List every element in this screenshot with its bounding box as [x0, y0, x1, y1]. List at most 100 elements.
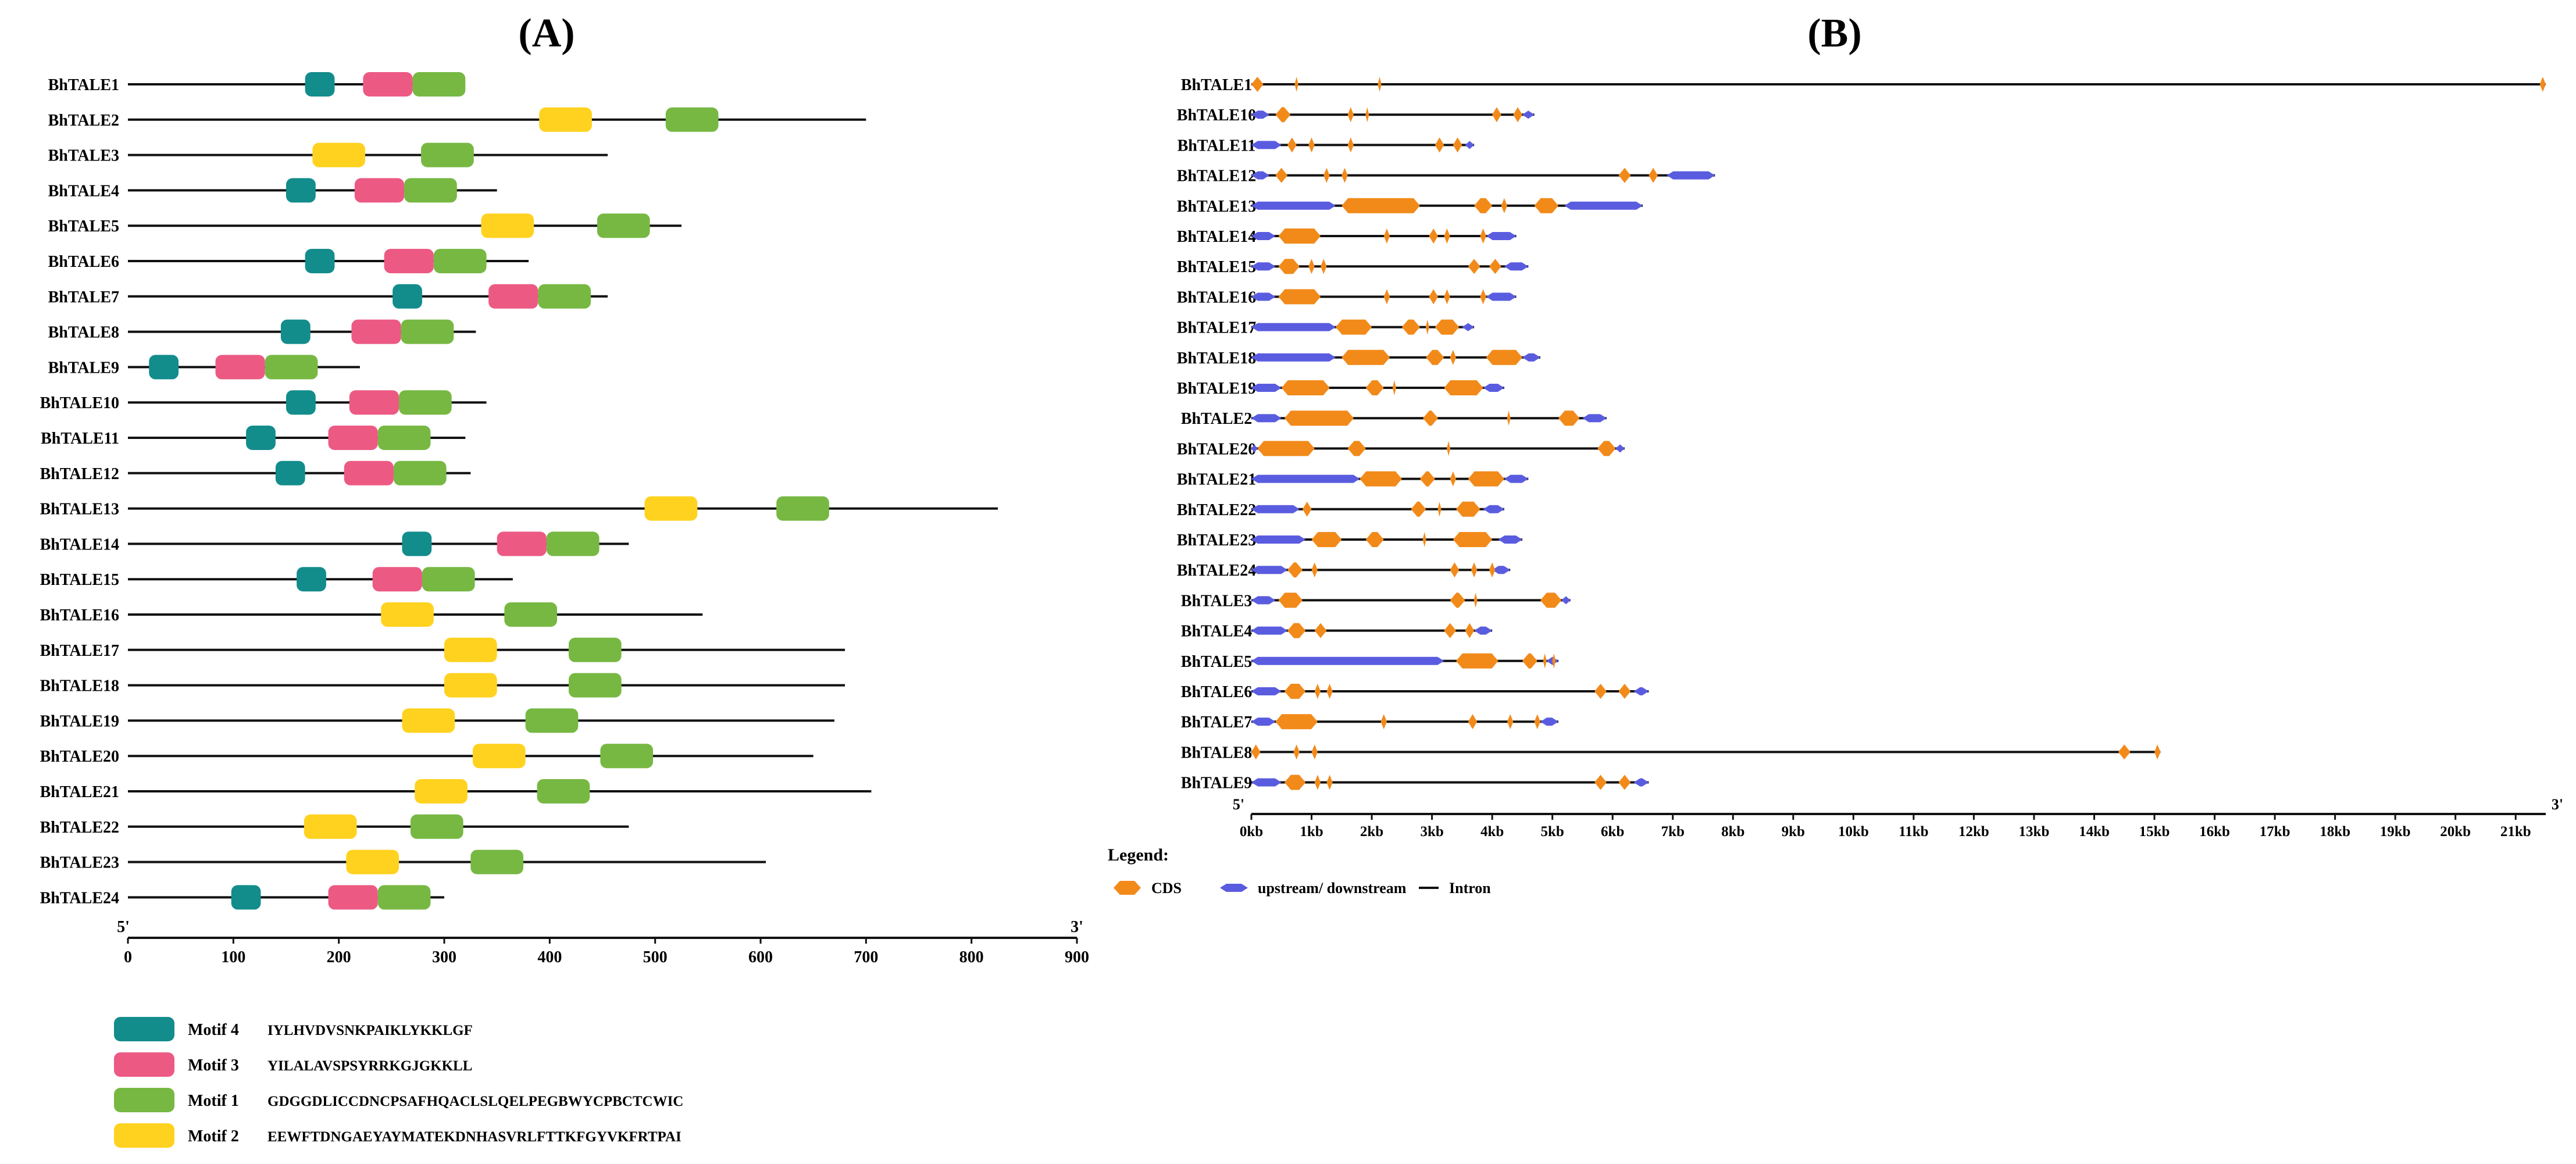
gene-name-label: BhTALE23 [1177, 531, 1256, 549]
cds-exon [1311, 562, 1318, 578]
cds-exon [1411, 501, 1426, 517]
cds-exon [1347, 441, 1366, 456]
gene-structure-row: BhTALE7 [1181, 713, 1559, 731]
gene-name-label: BhTALE8 [48, 324, 119, 342]
cds-exon [1326, 774, 1333, 790]
gene-name-label: BhTALE1 [1181, 76, 1252, 94]
gene-structure-row: BhTALE1 [1181, 76, 2546, 94]
utr-region [1251, 262, 1276, 271]
cds-exon [1453, 532, 1493, 547]
motif-box-m2 [346, 849, 399, 874]
motif-box-m4 [286, 178, 316, 203]
motif-box-m3 [363, 72, 413, 97]
gene-structure-row: BhTALE20 [1177, 440, 1625, 458]
gene-structure-row: BhTALE14 [1177, 228, 1517, 246]
motif-gene-row: BhTALE14 [40, 531, 629, 556]
axis-tick-label: 6kb [1601, 824, 1624, 840]
cds-exon [1314, 774, 1321, 790]
gene-name-label: BhTALE11 [1178, 137, 1256, 155]
utr-region [1633, 687, 1649, 695]
motif-box-m4 [275, 460, 305, 485]
cds-exon [1543, 653, 1547, 669]
panel-b-legend: Legend: CDS upstream/ downstream Intron [1108, 845, 1491, 897]
cds-exon [1294, 77, 1298, 92]
axis-tick-label: 0kb [1240, 824, 1263, 840]
motif-box-m2 [415, 779, 468, 804]
motif-box-m2 [539, 107, 592, 132]
utr-region [1474, 626, 1493, 635]
motif-gene-row: BhTALE5 [48, 213, 682, 238]
gene-structure-row: BhTALE16 [1177, 288, 1517, 306]
gene-name-label: BhTALE14 [1177, 228, 1256, 246]
motif-box-m3 [349, 390, 399, 415]
gene-structure-row: BhTALE21 [1177, 471, 1529, 489]
cds-exon [1314, 623, 1327, 638]
gene-name-label: BhTALE6 [1181, 683, 1252, 701]
motif-box-m2 [381, 602, 434, 627]
utr-region [1251, 626, 1288, 635]
cds-exon [1486, 349, 1522, 365]
motif-box-m2 [444, 673, 497, 698]
gene-structure-row: BhTALE2 [1181, 410, 1607, 428]
cds-exon [1468, 714, 1478, 730]
gene-name-label: BhTALE10 [1177, 106, 1256, 124]
axis-tick-label: 17kb [2260, 824, 2290, 840]
utr-region [1462, 323, 1475, 331]
utr-region [1251, 444, 1258, 453]
cds-exon [1341, 349, 1390, 365]
legend-cds-label: CDS [1151, 880, 1182, 897]
three-prime-label: 3' [2552, 796, 2563, 813]
axis-tick-label: 9kb [1782, 824, 1805, 840]
axis-tick-label: 1kb [1300, 824, 1323, 840]
legend-motif-sequence: IYLHVDVSNKPAIKLYKKLGF [267, 1023, 473, 1038]
gene-structure-row: BhTALE12 [1177, 167, 1715, 185]
gene-name-label: BhTALE1 [48, 76, 119, 94]
gene-name-label: BhTALE18 [1177, 349, 1256, 367]
gene-name-label: BhTALE4 [1181, 623, 1252, 641]
utr-region [1498, 535, 1522, 544]
gene-name-label: BhTALE7 [1181, 713, 1252, 731]
motif-box-m1 [470, 849, 523, 874]
cds-exon [1507, 714, 1514, 730]
gene-name-label: BhTALE5 [1181, 653, 1252, 671]
gene-name-label: BhTALE5 [48, 217, 119, 235]
legend-motif-label: Motif 3 [188, 1056, 239, 1074]
axis-tick-label: 200 [327, 948, 351, 966]
motif-box-m3 [215, 355, 265, 380]
gene-name-label: BhTALE2 [1181, 410, 1252, 428]
motif-gene-row: BhTALE10 [40, 390, 487, 415]
cds-exon [1594, 684, 1607, 699]
motif-box-m3 [354, 178, 405, 203]
gene-name-label: BhTALE3 [48, 147, 119, 165]
utr-region [1483, 384, 1504, 392]
utr-region [1251, 566, 1288, 574]
gene-structure-row: BhTALE22 [1177, 501, 1504, 519]
axis-tick-label: 500 [643, 948, 668, 966]
cds-exon [1341, 198, 1420, 213]
motif-box-m2 [402, 708, 455, 733]
axis-tick-label: 13kb [2019, 824, 2050, 840]
cds-exon [1314, 684, 1321, 699]
cds-exon [1456, 653, 1498, 669]
cds-exon [1284, 684, 1306, 699]
legend-swatch-m4 [114, 1017, 174, 1041]
utr-region [1251, 292, 1276, 301]
cds-exon [1251, 744, 1261, 760]
cds-exon [1365, 107, 1369, 123]
cds-exon [1426, 349, 1444, 365]
gene-structure-row: BhTALE15 [1177, 258, 1529, 276]
panel-b-gene-structure: BhTALE1 BhTALE10 BhTALE11 BhTALE12 BhTALE13 B… [1177, 76, 2546, 792]
gene-structure-row: BhTALE11 [1178, 137, 1475, 155]
motif-gene-row: BhTALE18 [40, 673, 845, 698]
cds-exon [1501, 198, 1508, 213]
cds-exon [2539, 77, 2546, 92]
cds-exon [1444, 380, 1483, 395]
motif-box-m1 [377, 885, 431, 910]
motif-box-m1 [393, 460, 447, 485]
gene-name-label: BhTALE21 [40, 783, 119, 801]
motif-box-m1 [538, 284, 591, 309]
cds-exon [1287, 623, 1306, 638]
motif-box-m4 [286, 390, 316, 415]
utr-region [1251, 171, 1270, 180]
